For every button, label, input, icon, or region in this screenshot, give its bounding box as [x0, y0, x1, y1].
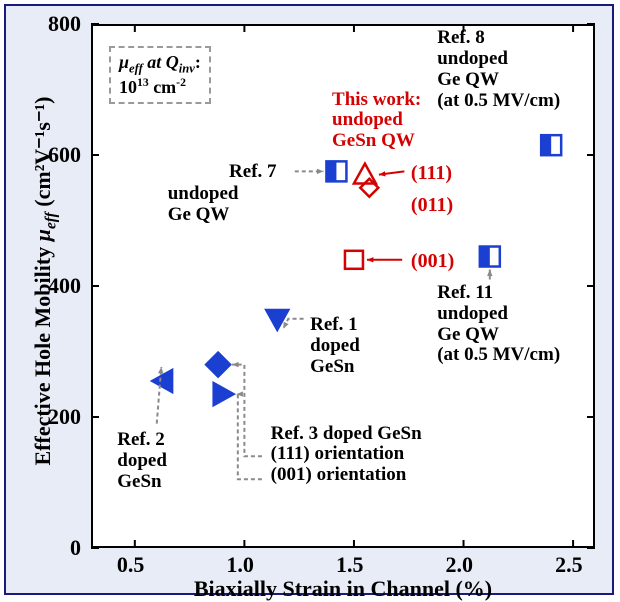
ref7-line1: Ref. 7: [229, 162, 276, 183]
label-011: (011): [411, 194, 453, 216]
ref3-label: Ref. 3 doped GeSn(111) orientation(001) …: [271, 424, 422, 487]
ref11-label: Ref. 11undopedGe QW(at 0.5 MV/cm): [437, 283, 560, 367]
label-111: (111): [411, 162, 452, 184]
ref2-label: Ref. 2dopedGeSn: [117, 430, 167, 493]
thiswork-title: This work:undopedGeSn QW: [332, 90, 421, 153]
ref1-label: Ref. 1dopedGeSn: [310, 315, 360, 378]
label-001: (001): [411, 250, 454, 272]
chart-frame: Effective Hole Mobility μeff (cm²V⁻¹s⁻¹)…: [4, 4, 614, 595]
ref8-label: Ref. 8undopedGe QW(at 0.5 MV/cm): [437, 28, 560, 112]
ref7-line23: undopedGe QW: [168, 184, 239, 226]
